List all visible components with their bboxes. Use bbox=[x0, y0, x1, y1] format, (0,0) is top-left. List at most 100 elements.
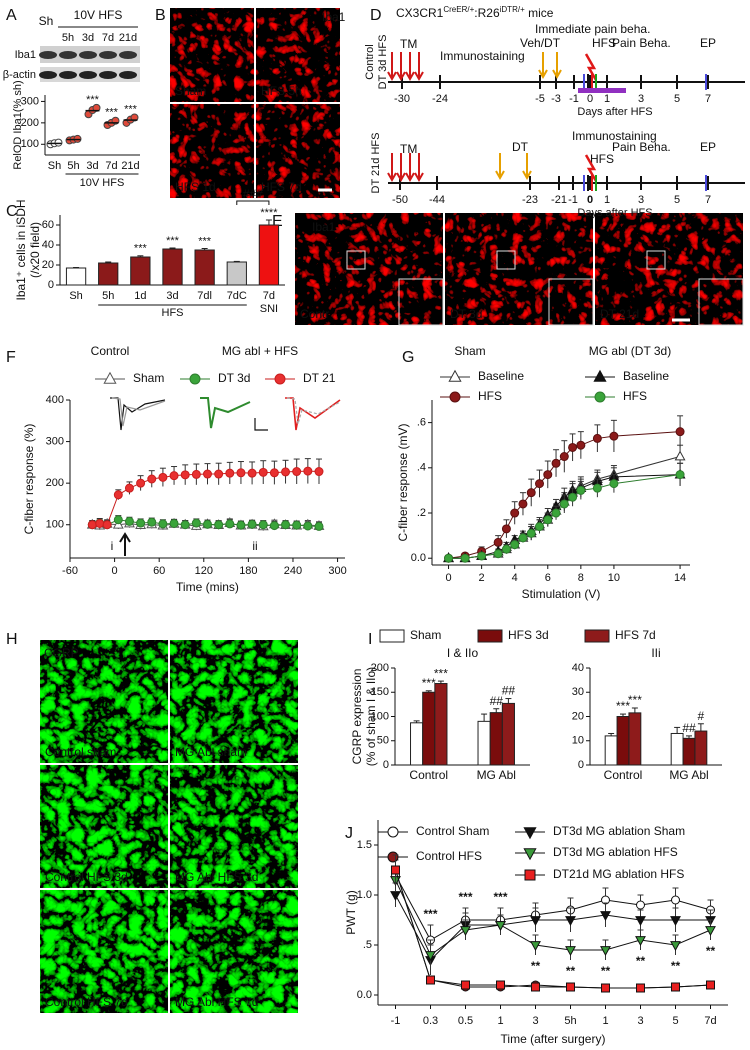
x-tick-label: 120 bbox=[195, 565, 213, 577]
series-line bbox=[92, 470, 320, 526]
data-point bbox=[675, 470, 685, 480]
y-axis-label: (% of sham I & IIo) bbox=[364, 667, 378, 766]
data-point bbox=[314, 467, 324, 477]
timeline-row-label: Control bbox=[364, 44, 376, 79]
image-label: Control HFS 3d bbox=[45, 870, 128, 884]
data-point bbox=[576, 440, 586, 450]
legend-swatch bbox=[477, 629, 503, 643]
data-point bbox=[95, 518, 105, 528]
data-point bbox=[531, 982, 540, 992]
y-tick-label: 200 bbox=[371, 662, 389, 674]
data-point bbox=[236, 468, 246, 478]
timeline-event: HFS bbox=[590, 152, 614, 166]
x-tick-label: 3 bbox=[637, 1015, 643, 1027]
y-tick-label: 100 bbox=[46, 519, 64, 531]
timeline-event: Immunostaining bbox=[572, 129, 657, 143]
legend-marker bbox=[189, 373, 201, 385]
timeline-tick-label: 0 bbox=[587, 93, 593, 105]
timeline-tick-label: -23 bbox=[522, 194, 538, 206]
panel-letter: C bbox=[6, 203, 18, 220]
dt-arrow bbox=[495, 153, 505, 181]
blot-band bbox=[39, 71, 57, 79]
data-point bbox=[636, 983, 645, 993]
significance: ## bbox=[502, 684, 516, 698]
timeline-tick-label: 5 bbox=[674, 194, 680, 206]
bar bbox=[477, 720, 491, 766]
y-tick-label: 1.5 bbox=[357, 839, 372, 851]
x-tick-label: 7dC bbox=[227, 290, 247, 302]
tm-arrow bbox=[396, 153, 406, 183]
data-point bbox=[530, 916, 541, 927]
data-point bbox=[214, 469, 224, 479]
bar bbox=[162, 248, 183, 286]
data-point bbox=[130, 113, 139, 122]
significance: *** bbox=[493, 890, 507, 904]
title-part: CreER/+ bbox=[443, 5, 474, 14]
blot-lane: 5h bbox=[62, 32, 74, 44]
x-tick-label: 5 bbox=[672, 1015, 678, 1027]
legend-label: Baseline bbox=[478, 369, 524, 383]
micrograph bbox=[445, 213, 593, 325]
blot-lane: 21d bbox=[119, 32, 137, 44]
tm-arrow bbox=[387, 52, 397, 82]
data-point bbox=[543, 470, 553, 480]
timeline-tick-label: -1 bbox=[569, 93, 579, 105]
roi-box bbox=[496, 250, 516, 270]
micrograph bbox=[170, 890, 298, 1013]
timeline-tick-label: -1 bbox=[568, 194, 578, 206]
significance: *** bbox=[458, 890, 472, 904]
micrograph bbox=[40, 640, 168, 763]
group-label: HFS bbox=[162, 307, 184, 319]
legend-label: Control HFS bbox=[416, 849, 482, 863]
x-tick-label: 7d bbox=[263, 290, 275, 302]
data-point bbox=[87, 520, 97, 530]
x-tick-label: -60 bbox=[62, 565, 78, 577]
x-tick-label: 3d bbox=[86, 160, 98, 172]
dt-arrow bbox=[538, 52, 548, 80]
data-point bbox=[635, 916, 646, 927]
legend-label: DT 3d bbox=[218, 371, 250, 385]
legend-marker bbox=[448, 369, 462, 382]
data-point bbox=[495, 921, 506, 932]
x-tick-label: Control bbox=[604, 768, 643, 782]
timeline-event: Pain Beha. bbox=[612, 140, 671, 154]
blot-band bbox=[79, 51, 97, 59]
image-label: HFS 1d bbox=[175, 180, 216, 194]
data-point bbox=[559, 499, 569, 509]
blot-label: Sh bbox=[39, 14, 54, 28]
data-point bbox=[124, 516, 134, 526]
y-tick-label: 100 bbox=[371, 710, 389, 722]
panel-letter: B bbox=[155, 7, 166, 24]
y-tick-label: .6 bbox=[417, 417, 426, 429]
data-point bbox=[426, 975, 435, 985]
data-point bbox=[203, 469, 212, 479]
y-tick-label: 20 bbox=[572, 710, 584, 722]
data-point bbox=[592, 483, 602, 493]
data-point bbox=[526, 528, 536, 538]
bar bbox=[65, 267, 87, 286]
blot-band bbox=[59, 51, 77, 59]
data-point bbox=[706, 980, 715, 990]
bar bbox=[258, 224, 280, 286]
title-part: mice bbox=[525, 6, 554, 20]
timeline-event: Pain Beha. bbox=[612, 36, 671, 50]
data-point bbox=[705, 926, 716, 937]
micrograph bbox=[40, 890, 168, 1013]
x-tick-label: 5h bbox=[564, 1015, 576, 1027]
micrograph bbox=[170, 765, 298, 888]
legend-label: DT 21 bbox=[303, 371, 336, 385]
data-point bbox=[477, 551, 487, 561]
timeline-title: CX3CR1CreER/+:R26iDTR/+ mice bbox=[396, 5, 554, 21]
data-point bbox=[518, 533, 528, 543]
significance: # bbox=[698, 709, 705, 723]
legend-label: HFS bbox=[478, 389, 502, 403]
y-axis-label: C-fiber response (%) bbox=[22, 424, 36, 535]
legend-label: HFS 7d bbox=[615, 628, 656, 642]
data-point bbox=[460, 926, 471, 937]
significance: *** bbox=[423, 907, 437, 921]
data-point bbox=[535, 479, 544, 489]
y-axis-label: Iba1⁺ cells in iSDH bbox=[14, 199, 28, 300]
data-point bbox=[169, 471, 179, 481]
significance: *** bbox=[434, 666, 448, 680]
title-part: iDTR/+ bbox=[500, 5, 525, 14]
